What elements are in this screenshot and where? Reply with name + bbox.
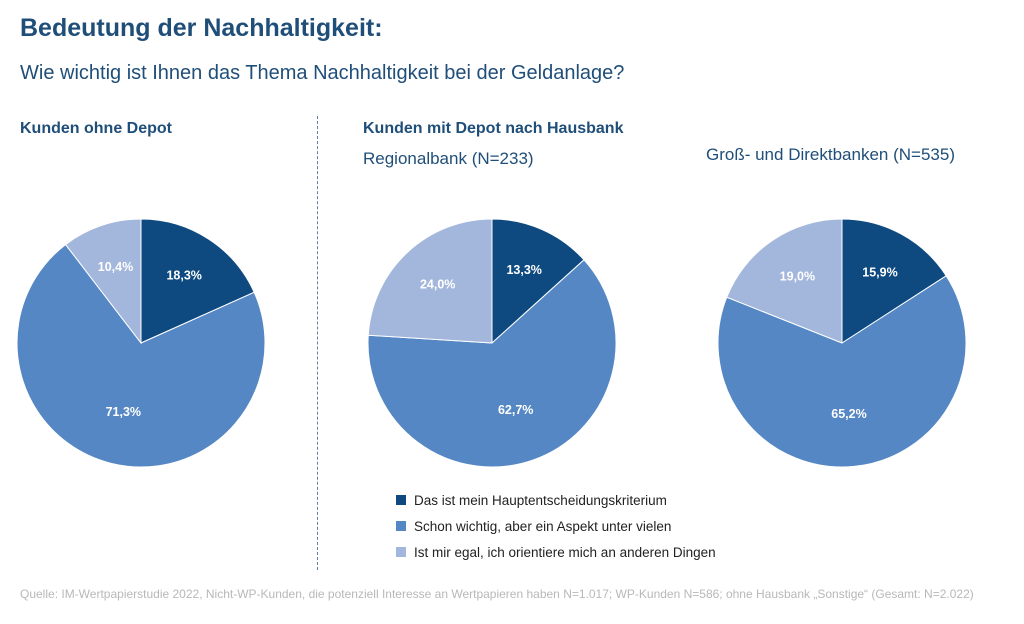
section-divider — [317, 116, 318, 570]
legend-label: Das ist mein Hauptentscheidungskriterium — [414, 492, 667, 508]
slice-egal — [64, 218, 142, 345]
legend-label: Schon wichtig, aber ein Aspekt unter vie… — [414, 518, 672, 534]
legend-swatch-light — [396, 547, 406, 557]
slice-value-label: 15,9% — [862, 266, 897, 280]
legend-item-wichtig: Schon wichtig, aber ein Aspekt unter vie… — [396, 513, 716, 539]
legend-item-egal: Ist mir egal, ich orientiere mich an and… — [396, 539, 716, 565]
slice-value-label: 13,3% — [506, 263, 541, 277]
survey-question: Wie wichtig ist Ihnen das Thema Nachhalt… — [20, 62, 625, 84]
pie-chart-grossbanken: 15,9% 65,2% 19,0% — [717, 218, 967, 468]
slice-hauptkriterium — [491, 218, 585, 345]
section-heading-with-depot: Kunden mit Depot nach Hausbank — [363, 120, 624, 137]
slice-value-label: 24,0% — [420, 277, 455, 291]
chart-legend: Das ist mein Hauptentscheidungskriterium… — [396, 487, 716, 565]
slice-value-label: 10,4% — [98, 260, 133, 274]
source-note: Quelle: IM-Wertpapierstudie 2022, Nicht-… — [20, 587, 974, 601]
slice-value-label: 62,7% — [498, 403, 533, 417]
slice-value-label: 19,0% — [780, 270, 815, 284]
slice-wichtig — [16, 243, 266, 468]
slice-hauptkriterium — [841, 218, 947, 344]
slice-wichtig — [367, 259, 617, 468]
legend-swatch-dark — [396, 495, 406, 505]
slice-value-label: 65,2% — [831, 407, 866, 421]
slice-hauptkriterium — [140, 218, 255, 344]
pie-chart-no-depot: 18,3% 71,3% 10,4% — [16, 218, 266, 468]
page-title: Bedeutung der Nachhaltigkeit: — [20, 14, 383, 42]
pie-chart-regionalbank: 13,3% 62,7% 24,0% — [367, 218, 617, 468]
slice-value-label: 71,3% — [106, 405, 141, 419]
legend-label: Ist mir egal, ich orientiere mich an and… — [414, 544, 716, 560]
legend-item-hauptkriterium: Das ist mein Hauptentscheidungskriterium — [396, 487, 716, 513]
section-heading-no-depot: Kunden ohne Depot — [20, 120, 172, 137]
slice-value-label: 18,3% — [166, 269, 201, 283]
legend-swatch-medium — [396, 521, 406, 531]
pie-title-regionalbank: Regionalbank (N=233) — [363, 149, 534, 168]
slice-wichtig — [717, 275, 967, 468]
pie-title-grossbanken: Groß- und Direktbanken (N=535) — [706, 145, 955, 164]
slice-egal — [726, 218, 843, 344]
slice-egal — [367, 218, 493, 344]
